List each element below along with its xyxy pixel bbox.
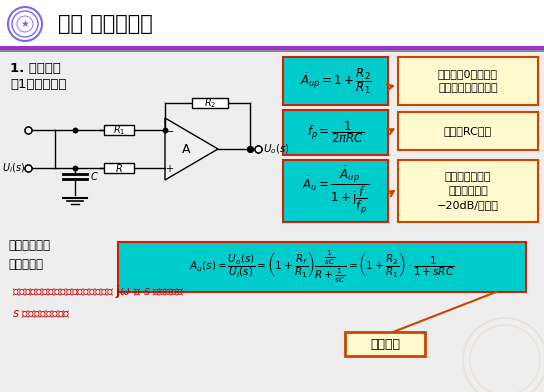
Text: $+$: $+$ <box>165 163 175 174</box>
Text: $R_2$: $R_2$ <box>204 96 216 110</box>
Text: 求解传递函数时，只需将放大倍数中的 $\mathbf{j}\omega$ 用 $s$ 取代即可；
$s$ 的方次称为阶数。: 求解传递函数时，只需将放大倍数中的 $\mathbf{j}\omega$ 用 $… <box>12 283 184 321</box>
Bar <box>0 46 544 49</box>
Bar <box>192 98 228 108</box>
Text: （1）一阶电路: （1）一阶电路 <box>10 78 66 91</box>
Bar <box>118 242 526 292</box>
Text: 一阶电路: 一阶电路 <box>370 338 400 350</box>
Text: 决定于RC环节: 决定于RC环节 <box>444 126 492 136</box>
Text: $\dot{A}_u = \dfrac{\dot{A}_{up}}{1 + \mathrm{j}\dfrac{f}{f_p}}$: $\dot{A}_u = \dfrac{\dot{A}_{up}}{1 + \m… <box>302 165 369 217</box>
Bar <box>104 163 134 173</box>
Bar <box>283 57 388 105</box>
Bar <box>0 49 544 51</box>
Text: $R_1$: $R_1$ <box>113 123 125 137</box>
Bar <box>345 332 425 356</box>
Text: 表明进入高频段
的下降速率为
−20dB/十倍频: 表明进入高频段 的下降速率为 −20dB/十倍频 <box>437 172 499 210</box>
Text: 1. 同相输入: 1. 同相输入 <box>10 62 61 74</box>
Text: $U_o(s)$: $U_o(s)$ <box>263 142 290 156</box>
Text: 二、 低通滤波器: 二、 低通滤波器 <box>58 14 153 34</box>
Bar <box>283 160 388 222</box>
Bar <box>398 112 538 150</box>
Text: A: A <box>182 143 191 156</box>
Bar <box>104 125 134 135</box>
Text: $R$: $R$ <box>115 162 123 174</box>
Text: $U_i(s)$: $U_i(s)$ <box>2 161 26 175</box>
Bar <box>398 160 538 222</box>
Bar <box>398 57 538 105</box>
Bar <box>0 52 544 392</box>
Text: 频率趋于0时的放大
倍数为通带放大倍数: 频率趋于0时的放大 倍数为通带放大倍数 <box>438 69 498 93</box>
Text: $-$: $-$ <box>165 125 175 135</box>
Text: $A_u(s) = \dfrac{U_o(s)}{U_i(s)} = \left(1+\dfrac{R_f}{R_1}\right)\dfrac{\frac{1: $A_u(s) = \dfrac{U_o(s)}{U_i(s)} = \left… <box>189 249 455 285</box>
Text: $C$: $C$ <box>90 170 99 182</box>
Text: 经拉氏变换得
传递函数：: 经拉氏变换得 传递函数： <box>8 239 50 271</box>
Bar <box>0 0 544 48</box>
Text: ★: ★ <box>21 19 29 29</box>
Text: $f_p = \dfrac{1}{2\pi RC}$: $f_p = \dfrac{1}{2\pi RC}$ <box>307 120 364 145</box>
Text: $\dot{A}_{up} = 1 + \dfrac{R_2}{R_1}$: $\dot{A}_{up} = 1 + \dfrac{R_2}{R_1}$ <box>300 66 372 96</box>
Polygon shape <box>165 118 218 180</box>
Bar <box>283 110 388 155</box>
